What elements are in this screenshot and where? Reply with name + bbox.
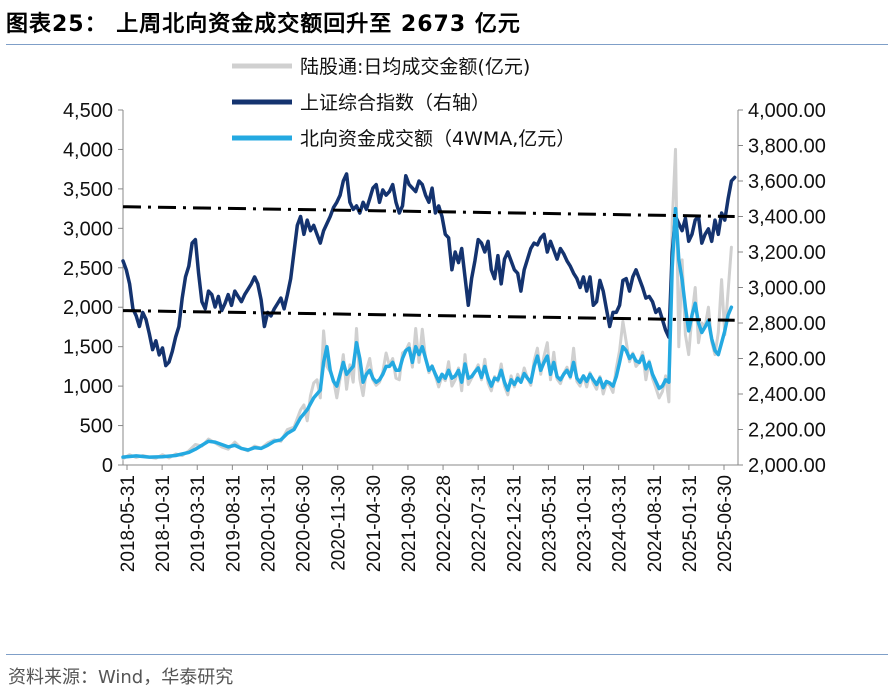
- left-axis-tick-label: 500: [80, 416, 113, 438]
- right-axis-tick-label: 3,000.00: [748, 278, 826, 300]
- x-axis-tick-label: 2025-06-30: [715, 475, 736, 572]
- left-axis-tick-label: 3,500: [63, 179, 113, 201]
- series-northbound-4wma-line: [121, 206, 734, 459]
- right-axis-tick-label: 2,600.00: [748, 349, 826, 371]
- x-axis-tick-label: 2021-04-30: [364, 475, 385, 572]
- right-axis-tick-label: 4,000.00: [748, 100, 826, 122]
- left-axis-tick-label: 1,500: [63, 337, 113, 359]
- x-axis-tick-label: 2024-08-31: [645, 475, 666, 572]
- figure-title: 图表25： 上周北向资金成交额回升至 2673 亿元: [6, 12, 521, 37]
- x-axis-tick-label: 2023-05-31: [539, 475, 560, 572]
- legend-label-northbound-4wma: 北向资金成交额（4WMA,亿元）: [300, 128, 575, 150]
- reference-line-upper: [122, 205, 735, 218]
- reference-line-lower: [122, 309, 735, 322]
- x-axis-tick-label: 2022-02-28: [434, 475, 455, 572]
- source-divider: [6, 654, 888, 655]
- right-axis-tick-label: 2,200.00: [748, 420, 826, 442]
- left-axis-tick-label: 3,000: [63, 218, 113, 240]
- x-axis-tick-label: 2022-12-31: [504, 475, 525, 572]
- x-axis-tick-label: 2018-05-31: [118, 475, 139, 572]
- x-axis-tick-label: 2024-03-31: [610, 475, 631, 572]
- x-axis-tick-label: 2022-07-31: [469, 475, 490, 572]
- right-axis-tick-label: 2,800.00: [748, 313, 826, 335]
- plot-area: 0 500 1,000 1,500 2,000 2,500 3,000 3,500 4,000 4…: [63, 100, 826, 572]
- right-axis-tick-label: 2,000.00: [748, 455, 826, 477]
- left-axis-tick-label: 4,500: [63, 100, 113, 122]
- series-shanghai-index-line: [121, 172, 737, 368]
- legend-label-shanghai-index: 上证综合指数（右轴）: [300, 92, 490, 114]
- left-axis-tick-label: 0: [102, 455, 113, 477]
- legend-label-northbound-daily: 陆股通:日均成交金额(亿元): [300, 56, 530, 78]
- x-axis-tick-label: 2021-09-30: [399, 475, 420, 572]
- x-axis-tick-label: 2019-08-31: [223, 475, 244, 572]
- left-axis-tick-label: 4,000: [63, 139, 113, 161]
- chart: 0 500 1,000 1,500 2,000 2,500 3,000 3,500 4,000 4…: [63, 56, 826, 572]
- x-axis-tick-label: 2020-06-30: [294, 475, 315, 572]
- left-axis-tick-label: 2,000: [63, 297, 113, 319]
- x-axis-tick-label: 2020-11-30: [329, 475, 350, 571]
- x-axis-tick-label: 2020-01-31: [258, 475, 279, 572]
- x-axis-tick-label: 2019-03-31: [188, 475, 209, 572]
- right-axis-tick-label: 3,200.00: [748, 242, 826, 264]
- right-axis-tick-label: 3,400.00: [748, 207, 826, 229]
- x-axis-tick-label: 2025-01-31: [680, 475, 701, 572]
- title-divider: [6, 44, 888, 45]
- right-axis-tick-label: 3,600.00: [748, 171, 826, 193]
- x-axis-tick-label: 2023-10-31: [575, 475, 596, 572]
- right-axis-tick-label: 3,800.00: [748, 136, 826, 158]
- left-axis-tick-label: 1,000: [63, 376, 113, 398]
- x-axis-tick-label: 2018-10-31: [153, 475, 174, 572]
- source-note: 资料来源：Wind，华泰研究: [8, 667, 234, 688]
- right-axis-tick-label: 2,400.00: [748, 384, 826, 406]
- left-axis-tick-label: 2,500: [63, 258, 113, 280]
- legend: 陆股通:日均成交金额(亿元) 上证综合指数（右轴） 北向资金成交额（4WMA,亿…: [232, 56, 575, 150]
